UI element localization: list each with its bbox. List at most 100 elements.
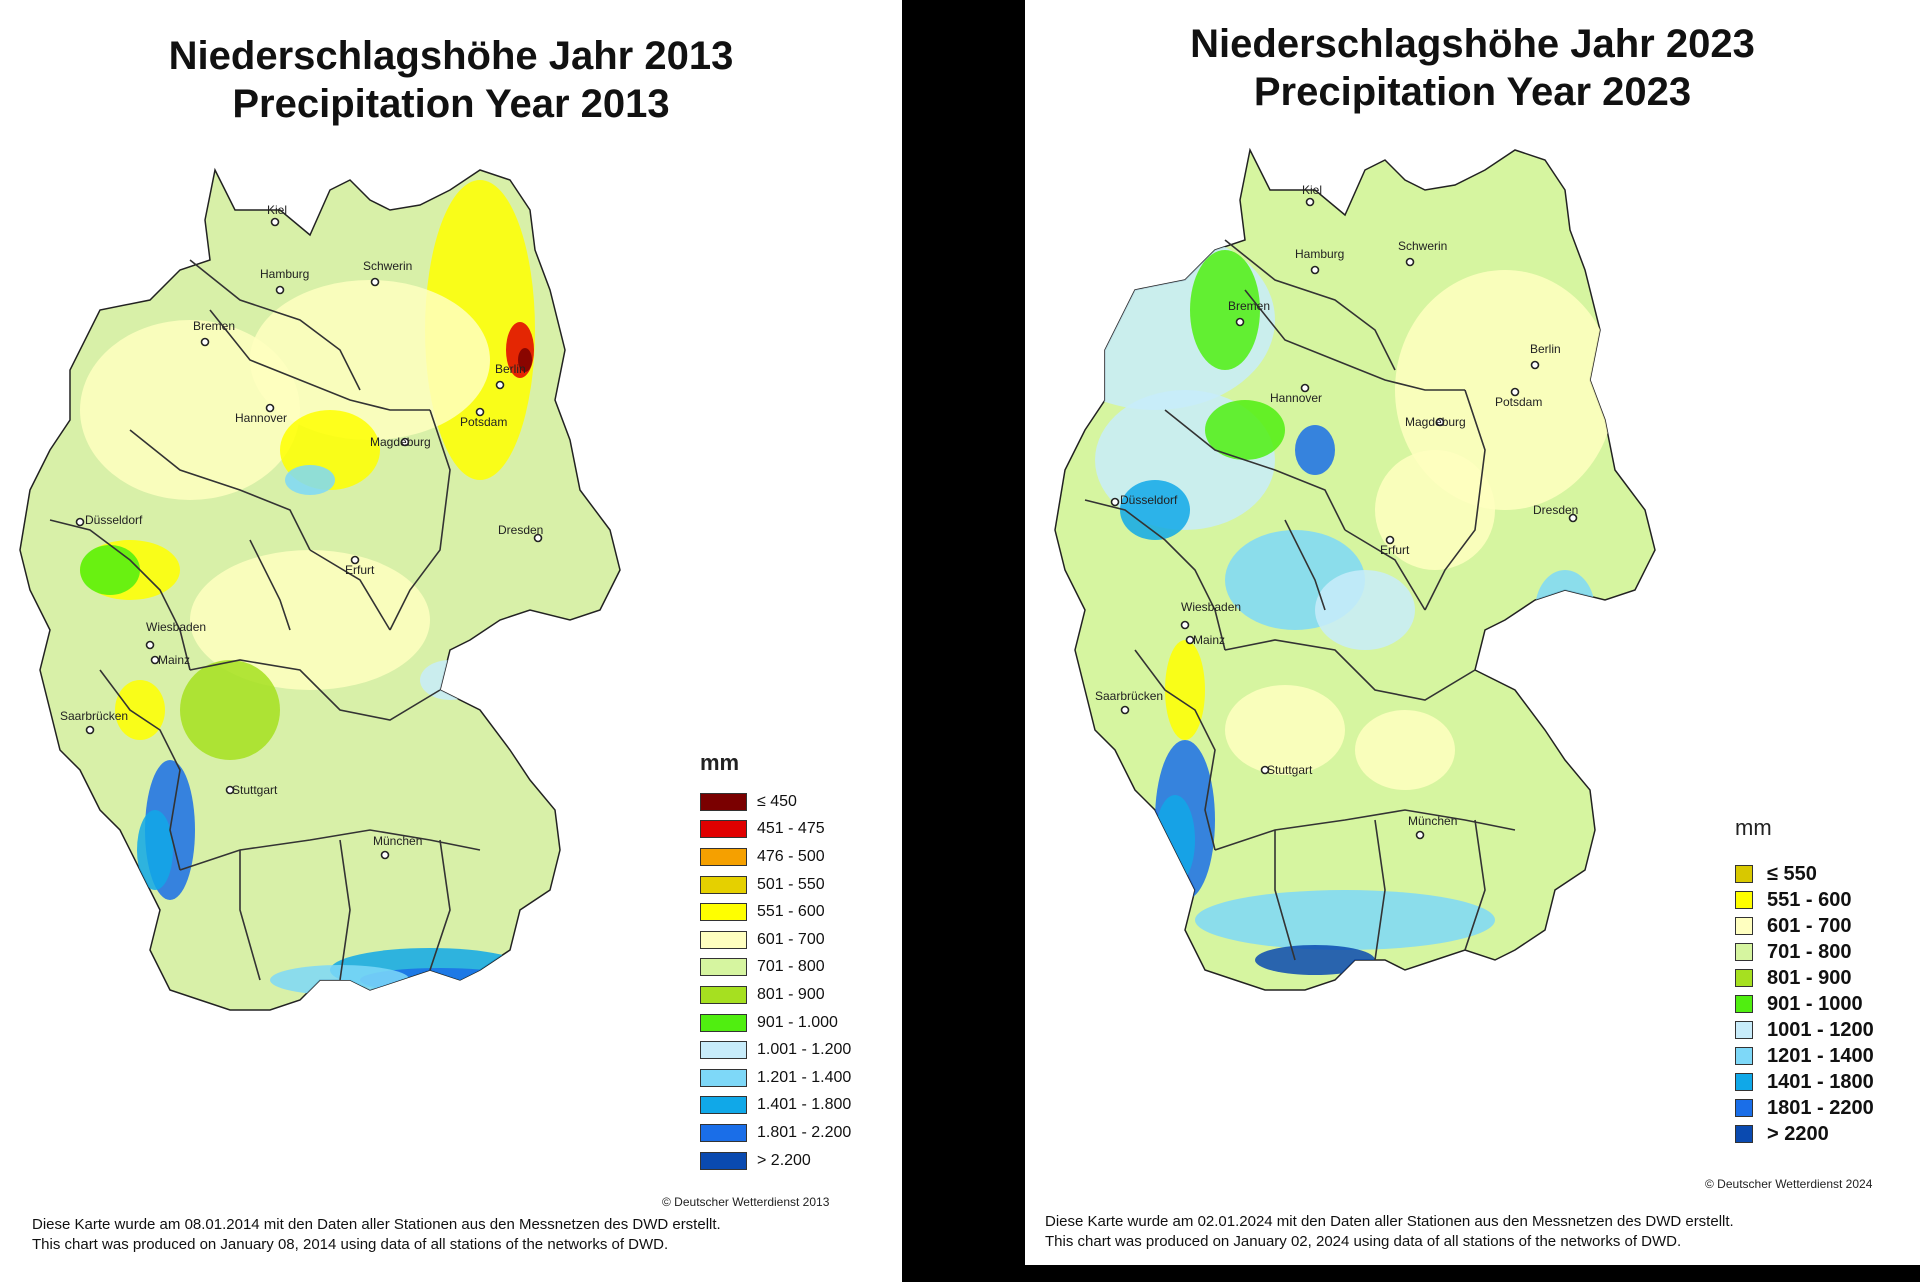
city-markers: Kiel Hamburg Schwerin Bremen Berlin Hannover P…	[1095, 183, 1578, 840]
city-label: Dresden	[1533, 503, 1578, 517]
city-markers: Kiel Hamburg Schwerin Bremen Berlin Hannover P…	[60, 203, 543, 860]
city-label: Berlin	[1530, 342, 1561, 356]
city-marker	[1310, 265, 1320, 275]
legend-entry: 601 - 700	[1735, 913, 1874, 939]
state-border	[309, 549, 391, 631]
map-legend: mm ≤ 450 451 - 475 476 - 500 501 - 550 551 -…	[700, 750, 851, 1174]
precip-patch	[80, 545, 140, 595]
legend-label: 451 - 475	[757, 820, 825, 838]
city-marker	[1568, 513, 1578, 523]
precip-patch	[285, 465, 335, 495]
legend-swatch	[700, 1096, 747, 1115]
legend-swatch	[1735, 891, 1753, 909]
precip-patch	[1535, 570, 1595, 650]
precip-patch	[1315, 570, 1415, 650]
state-border	[1374, 819, 1386, 961]
precip-patch	[518, 348, 532, 372]
city-label: Potsdam	[460, 415, 507, 429]
city-label: Düsseldorf	[1120, 493, 1178, 507]
city-marker	[1415, 830, 1425, 840]
legend-label: 551 - 600	[757, 903, 825, 921]
city-label: Düsseldorf	[85, 513, 143, 527]
state-border	[1274, 830, 1296, 961]
legend-swatch	[1735, 969, 1753, 987]
legend-entry: 901 - 1000	[1735, 991, 1874, 1017]
state-border	[1214, 809, 1516, 851]
state-border	[249, 539, 291, 631]
legend-swatch	[700, 792, 747, 811]
copyright: © Deutscher Wetterdienst 2013	[662, 1195, 830, 1209]
legend-entry: 901 - 1.000	[700, 1009, 851, 1037]
legend-label: 601 - 700	[1767, 914, 1852, 937]
legend-label: 1801 - 2200	[1767, 1096, 1874, 1119]
legend-label: 1.001 - 1.200	[757, 1041, 852, 1059]
legend-unit: mm	[700, 750, 740, 775]
state-border	[1224, 239, 1396, 371]
legend-swatch	[700, 820, 747, 839]
city-label: Wiesbaden	[1181, 600, 1241, 614]
legend-swatch	[700, 985, 747, 1004]
state-border	[1244, 289, 1465, 391]
city-label: Saarbrücken	[60, 709, 128, 723]
legend-swatch	[1735, 865, 1753, 883]
legend-entry: ≤ 450	[700, 788, 851, 816]
title-german: Niederschlagshöhe Jahr 2023	[1190, 22, 1755, 66]
legend-entry: > 2200	[1735, 1121, 1874, 1147]
city-marker	[533, 533, 543, 543]
legend-label: 901 - 1.000	[757, 1013, 838, 1031]
city-label: Magdeburg	[370, 435, 431, 449]
legend-entry: 701 - 800	[700, 954, 851, 982]
state-border	[179, 829, 481, 871]
precip-patch	[190, 550, 430, 690]
precip-patch	[1165, 640, 1205, 740]
precip-patch	[180, 660, 280, 760]
legend-entry: 501 - 550	[700, 871, 851, 899]
legend-swatch	[1735, 1099, 1753, 1117]
state-border	[339, 839, 351, 981]
precip-patch	[250, 280, 490, 440]
city-marker	[275, 285, 285, 295]
state-border	[429, 839, 451, 971]
footnote: Diese Karte wurde am 02.01.2024 mit den …	[1045, 1212, 1905, 1252]
city-label: Mainz	[1193, 633, 1225, 647]
city-marker	[1180, 620, 1190, 630]
legend-swatch	[700, 1041, 747, 1060]
legend-entry: 801 - 900	[1735, 965, 1874, 991]
precip-patch	[1395, 270, 1615, 510]
city-label: Hamburg	[1295, 247, 1344, 261]
state-border	[1464, 819, 1486, 951]
legend-entry: 1.801 - 2.200	[700, 1119, 851, 1147]
map-panel-2013: Niederschlagshöhe Jahr 2013 Precipitatio…	[0, 0, 902, 1282]
city-label: München	[373, 834, 422, 848]
legend-swatch	[1735, 1021, 1753, 1039]
state-border	[389, 409, 451, 631]
city-marker	[1235, 317, 1245, 327]
legend-swatch	[1735, 1073, 1753, 1091]
legend-entry: 451 - 475	[700, 816, 851, 844]
note-german: Diese Karte wurde am 08.01.2014 mit den …	[32, 1216, 721, 1233]
city-marker	[1260, 765, 1270, 775]
city-label: Erfurt	[345, 563, 375, 577]
map-title: Niederschlagshöhe Jahr 2023 Precipitatio…	[1025, 20, 1920, 116]
legend-swatch	[1735, 1125, 1753, 1143]
legend-label: 801 - 900	[1767, 966, 1852, 989]
legend-label: 1.801 - 2.200	[757, 1123, 852, 1141]
state-border	[129, 429, 311, 551]
state-border	[1134, 649, 1216, 851]
legend-label: 601 - 700	[757, 930, 825, 948]
legend-swatch	[700, 1013, 747, 1032]
precip-patch	[1190, 250, 1260, 370]
legend-swatch	[1735, 943, 1753, 961]
city-marker	[1385, 535, 1395, 545]
city-marker	[350, 555, 360, 565]
state-border	[1344, 529, 1426, 611]
state-border	[189, 259, 361, 391]
city-label: Kiel	[267, 203, 287, 217]
legend-label: 901 - 1000	[1767, 992, 1863, 1015]
title-english: Precipitation Year 2013	[232, 82, 670, 126]
legend-label: 801 - 900	[757, 985, 825, 1003]
precip-patch	[1205, 400, 1285, 460]
city-marker	[1300, 383, 1310, 393]
precip-patch	[1155, 795, 1195, 885]
legend-entry: 551 - 600	[700, 898, 851, 926]
